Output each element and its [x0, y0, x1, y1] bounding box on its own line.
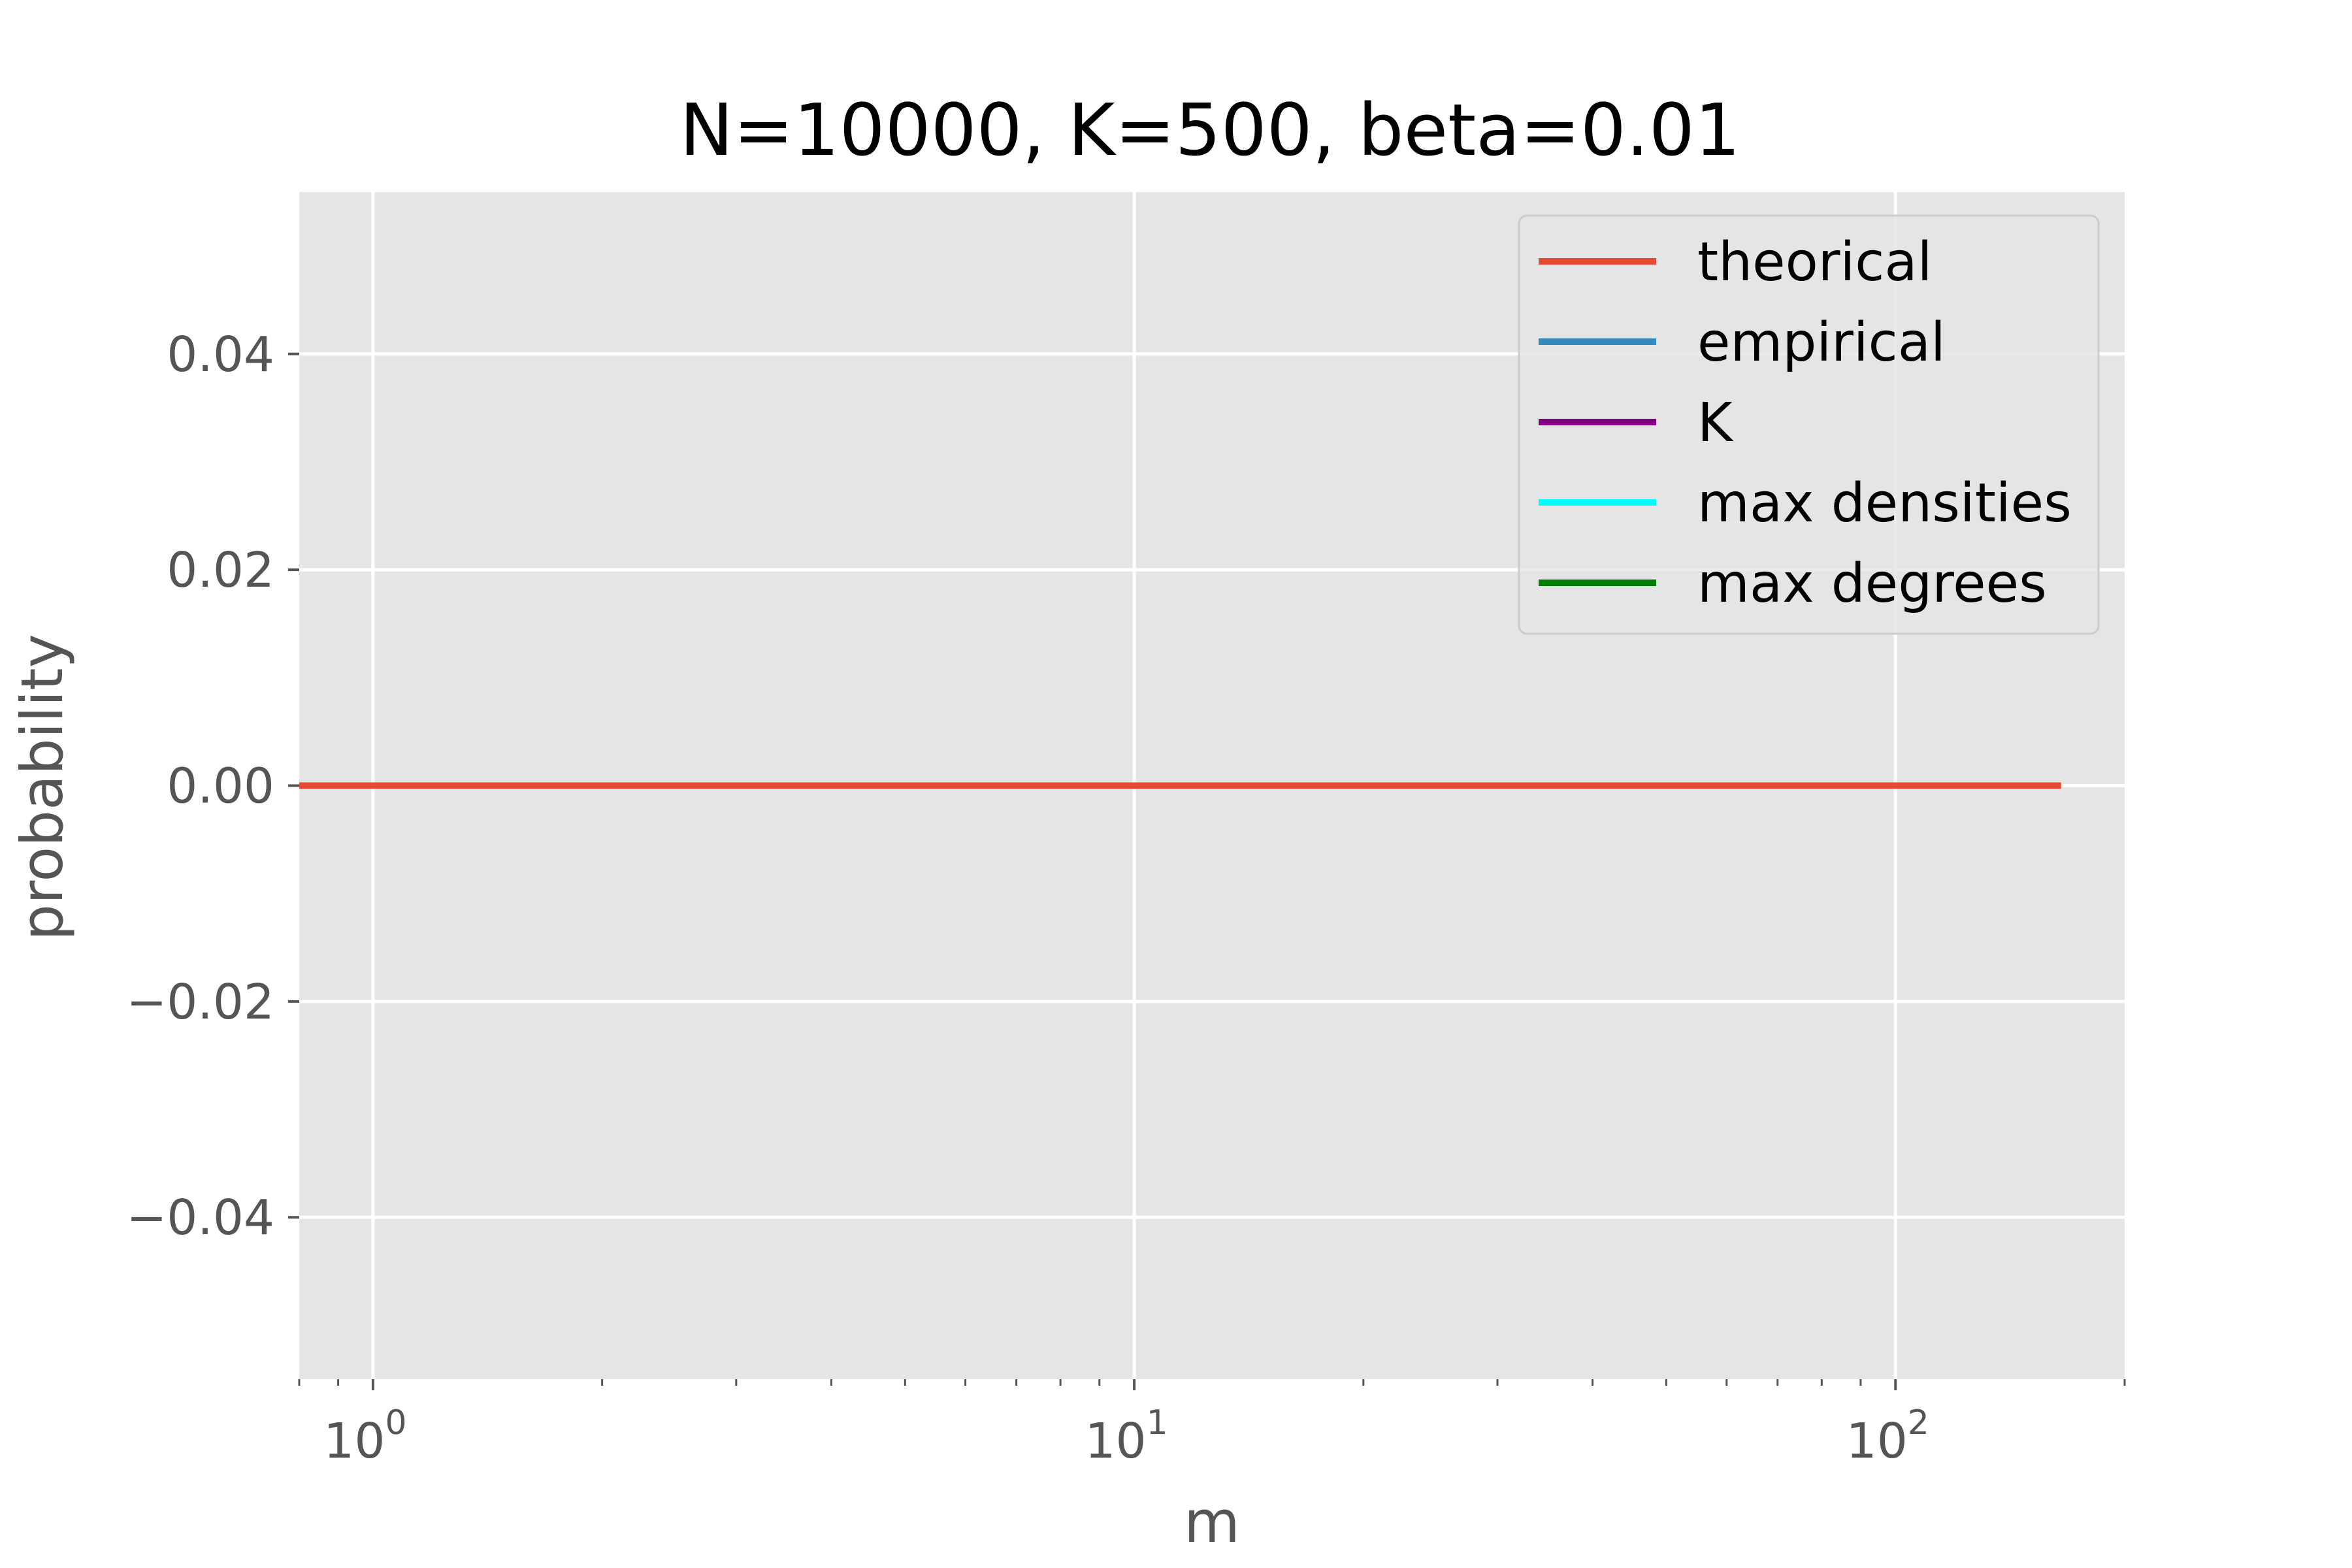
legend-label-max-densities: max densities: [1697, 472, 2072, 534]
y-tick-label: −0.04: [126, 1190, 274, 1246]
chart-title: N=10000, K=500, beta=0.01: [679, 88, 1740, 172]
legend-label-theorical: theorical: [1697, 231, 1932, 293]
x-tick-label: 101: [1085, 1403, 1168, 1469]
x-tick-label-base: 10: [1846, 1413, 1908, 1469]
x-tick-label-exponent: 0: [385, 1403, 406, 1443]
x-axis: 100 101 102: [298, 1379, 2126, 1469]
x-tick-label: 102: [1846, 1403, 1929, 1469]
y-tick-label: 0.02: [167, 542, 274, 598]
y-tick-label: −0.02: [126, 974, 274, 1030]
legend-label-max-degrees: max degrees: [1697, 553, 2047, 615]
x-tick-label-base: 10: [323, 1413, 385, 1469]
y-axis-label: probability: [8, 634, 76, 941]
legend-label-K: K: [1697, 392, 1734, 454]
legend-label-empirical: empirical: [1697, 312, 1946, 374]
y-tick-label: 0.00: [167, 759, 274, 815]
legend-box: [1518, 214, 2100, 635]
x-tick-label-base: 10: [1085, 1413, 1146, 1469]
x-axis-label: m: [1184, 1488, 1240, 1556]
x-tick-label-exponent: 2: [1908, 1403, 1929, 1443]
y-tick-label: 0.04: [167, 327, 274, 383]
x-tick-label-exponent: 1: [1147, 1403, 1168, 1443]
x-tick-label: 100: [323, 1403, 406, 1469]
y-axis: 0.04 0.02 0.00 −0.02 −0.04: [126, 327, 299, 1246]
